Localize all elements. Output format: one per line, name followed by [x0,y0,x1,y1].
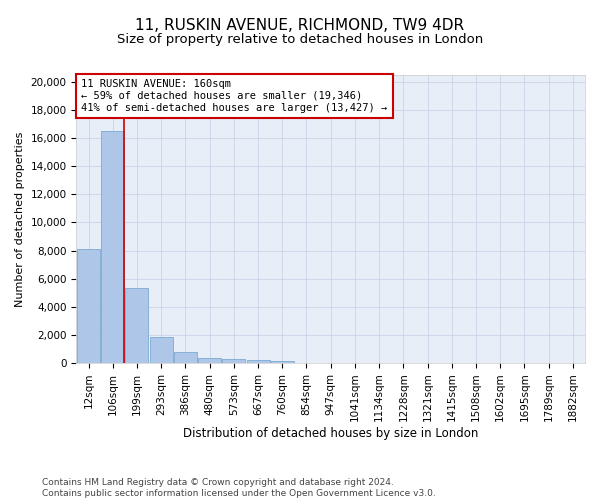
Bar [198,358,221,363]
Y-axis label: Number of detached properties: Number of detached properties [15,132,25,306]
Text: 11 RUSKIN AVENUE: 160sqm
← 59% of detached houses are smaller (19,346)
41% of se: 11 RUSKIN AVENUE: 160sqm ← 59% of detach… [82,80,388,112]
Bar [149,337,173,363]
Text: Size of property relative to detached houses in London: Size of property relative to detached ho… [117,32,483,46]
Text: 11, RUSKIN AVENUE, RICHMOND, TW9 4DR: 11, RUSKIN AVENUE, RICHMOND, TW9 4DR [136,18,464,32]
Bar [271,360,294,363]
Bar [247,360,269,363]
Bar [101,131,124,363]
Bar [77,249,100,363]
Text: Contains HM Land Registry data © Crown copyright and database right 2024.
Contai: Contains HM Land Registry data © Crown c… [42,478,436,498]
Bar [223,360,245,363]
X-axis label: Distribution of detached houses by size in London: Distribution of detached houses by size … [183,427,478,440]
Bar [125,288,148,363]
Bar [174,352,197,363]
